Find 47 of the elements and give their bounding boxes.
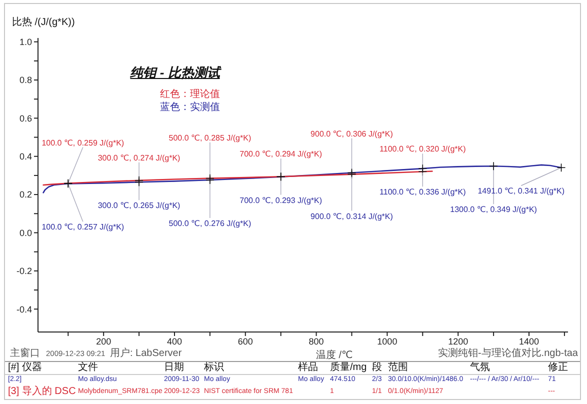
x-tick-label: 400 — [166, 336, 182, 346]
x-axis-title: 温度 /℃ — [316, 350, 353, 361]
y-tick-label: -0.4 — [16, 304, 32, 314]
y-tick-label: 0.0 — [19, 228, 32, 238]
annotation: 100.0 ℃, 0.257 J/(g*K) — [42, 222, 124, 232]
annotation: 1300.0 ℃, 0.349 J/(g*K) — [450, 205, 538, 214]
annotation: 300.0 ℃, 0.274 J/(g*K) — [98, 153, 181, 162]
x-tick-label: 200 — [96, 336, 112, 346]
text: 红色：理论值 — [160, 89, 220, 100]
y-tick-label: 1.0 — [19, 37, 32, 48]
y-axis-title: 比热 /(J/(g*K)) — [12, 17, 75, 28]
annotation: 500.0 ℃, 0.285 J/(g*K) — [168, 133, 252, 142]
y-tick-label: 0.6 — [19, 113, 32, 124]
text: 文件 — [78, 362, 98, 373]
y-tick-label: 0.4 — [19, 152, 32, 162]
annotation: 1100.0 ℃, 0.336 J/(g*K) — [380, 188, 466, 197]
annotation: 1100.0 ℃, 0.320 J/(g*K) — [380, 144, 466, 154]
annotation: 500.0 ℃, 0.276 J/(g*K) — [168, 219, 252, 228]
x-tick-label: 800 — [308, 336, 324, 346]
annotation: 900.0 ℃, 0.314 J/(g*K) — [310, 212, 394, 221]
annotation: 1491.0 ℃, 0.341 J/(g*K) — [478, 186, 565, 196]
text: 实测纯钼-与理论值对比.ngb-taa — [438, 348, 578, 359]
text: 蓝色：实测值 — [160, 102, 220, 113]
annotation: 900.0 ℃, 0.306 J/(g*K) — [310, 129, 394, 138]
annotation: 700.0 ℃, 0.294 J/(g*K) — [240, 150, 322, 159]
text: 日期 — [164, 362, 184, 373]
text: 质量/mg — [330, 362, 367, 373]
x-tick-label: 1400 — [518, 336, 540, 346]
annotation: 700.0 ℃, 0.293 J/(g*K) — [240, 196, 322, 205]
text: 样品 — [298, 362, 318, 373]
text: [#] 仪器 — [8, 362, 42, 373]
text: 气氛 — [470, 362, 490, 373]
text: 范围 — [388, 362, 408, 373]
text: 段 — [372, 362, 382, 373]
y-tick-label: 0.2 — [19, 190, 32, 200]
text: 主窗口 — [10, 348, 40, 359]
y-tick-label: 0.8 — [19, 75, 32, 86]
annotation: 100.0 ℃, 0.259 J/(g*K) — [42, 138, 124, 148]
annotation: 300.0 ℃, 0.265 J/(g*K) — [98, 201, 181, 210]
text: 修正 — [548, 362, 568, 373]
x-tick-label: 1000 — [377, 336, 398, 346]
y-tick-label: -0.2 — [16, 266, 32, 276]
x-tick-label: 1200 — [448, 336, 468, 346]
x-tick-label: 600 — [238, 336, 253, 346]
text: 标识 — [204, 362, 224, 373]
text: 用户: LabServer — [110, 348, 182, 359]
text: [3] 导入的 DSC — [8, 386, 76, 397]
